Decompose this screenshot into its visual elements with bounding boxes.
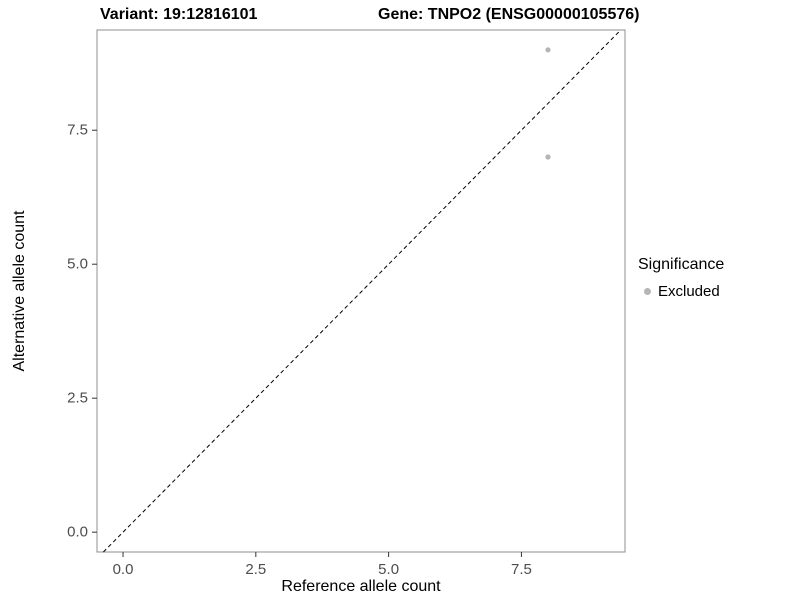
data-point: [545, 47, 551, 53]
y-tick-label: 0.0: [67, 523, 88, 541]
x-axis-title: Reference allele count: [281, 578, 441, 595]
x-tick-label: 5.0: [378, 561, 400, 578]
data-point: [545, 154, 551, 160]
x-tick-label: 2.5: [245, 561, 267, 578]
y-axis-title: Alternative allele count: [11, 210, 28, 372]
identity-reference-line: [103, 29, 622, 553]
legend-title: Significance: [638, 256, 725, 273]
plot-title-gene: Gene: TNPO2 (ENSG00000105576): [378, 6, 640, 23]
x-tick-label: 7.5: [510, 561, 532, 578]
panel-border: [96, 29, 626, 553]
x-tick-label: 0.0: [112, 561, 134, 578]
y-tick-label: 7.5: [67, 121, 88, 139]
legend: Significance Excluded: [638, 256, 724, 302]
legend-entries: Excluded: [638, 280, 724, 302]
legend-entry: Excluded: [638, 280, 724, 302]
legend-point-icon: [644, 287, 651, 295]
plot-title-variant: Variant: 19:12816101: [100, 6, 258, 23]
y-tick-label: 2.5: [67, 389, 88, 407]
legend-label: Excluded: [658, 282, 720, 300]
y-tick-label: 5.0: [67, 255, 88, 273]
